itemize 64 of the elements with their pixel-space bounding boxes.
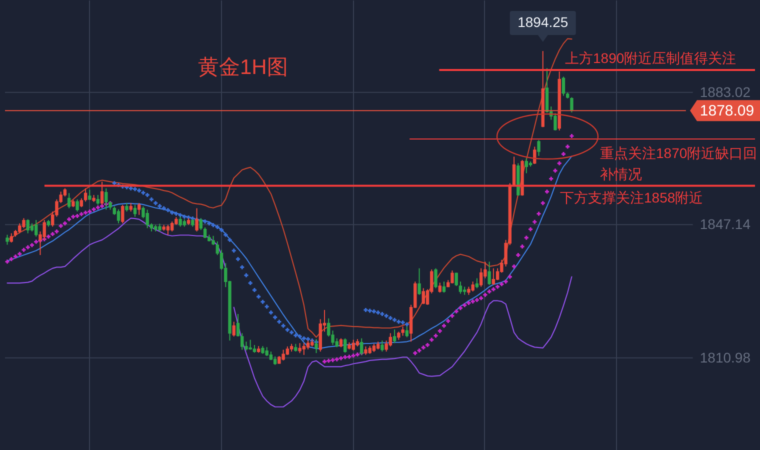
candlestick bbox=[282, 349, 285, 361]
candlestick bbox=[434, 268, 438, 289]
candlestick bbox=[344, 338, 347, 354]
candlestick bbox=[380, 340, 384, 352]
candlestick bbox=[236, 314, 240, 337]
candlestick bbox=[88, 189, 92, 200]
candlestick bbox=[384, 340, 388, 352]
candlestick bbox=[454, 272, 458, 286]
candlestick bbox=[203, 226, 207, 239]
candlestick bbox=[554, 112, 557, 131]
candlestick bbox=[67, 192, 71, 209]
candlestick bbox=[442, 281, 446, 294]
candlestick bbox=[471, 281, 474, 292]
candlestick bbox=[418, 268, 421, 296]
candlestick bbox=[232, 321, 236, 337]
candlestick bbox=[450, 270, 454, 284]
candlestick bbox=[405, 326, 409, 338]
candlestick bbox=[401, 326, 404, 336]
candlestick bbox=[562, 76, 566, 96]
candlestick bbox=[146, 209, 149, 229]
candlestick bbox=[10, 232, 13, 244]
candlestick bbox=[96, 194, 100, 206]
candlestick bbox=[121, 204, 124, 224]
candlestick bbox=[479, 268, 483, 288]
candlestick bbox=[512, 156, 516, 187]
annotation: 1894.25 bbox=[518, 14, 568, 30]
candlestick bbox=[22, 218, 26, 229]
candlestick bbox=[388, 332, 392, 347]
candlestick bbox=[492, 268, 496, 286]
candlestick bbox=[76, 198, 79, 212]
candlestick bbox=[475, 278, 479, 289]
candlestick bbox=[34, 220, 38, 238]
candlestick bbox=[422, 288, 425, 305]
candlestick bbox=[18, 222, 22, 234]
ref-line-label: 上方1890附近压制值得关注 bbox=[565, 50, 736, 66]
candlestick bbox=[352, 339, 355, 351]
candlestick bbox=[212, 235, 215, 246]
candlestick bbox=[166, 224, 170, 236]
candlestick bbox=[438, 282, 442, 294]
candlestick bbox=[138, 202, 141, 216]
candlestick bbox=[240, 332, 244, 350]
y-tick-label: 1847.14 bbox=[700, 216, 751, 232]
candlestick bbox=[545, 68, 549, 113]
y-tick-label: 1810.98 bbox=[700, 349, 751, 366]
text: 黄金1H图 bbox=[198, 56, 288, 79]
ref-line-label: 1878.09 bbox=[700, 102, 754, 120]
candlestick bbox=[298, 342, 302, 354]
candlestick bbox=[524, 158, 528, 174]
candlestick bbox=[302, 342, 306, 356]
candlestick bbox=[26, 218, 30, 234]
candlestick bbox=[170, 221, 174, 232]
ref-line-label: 下方支撑关注1858附近 bbox=[560, 190, 704, 206]
candlestick bbox=[458, 281, 462, 294]
candlestick bbox=[84, 188, 88, 202]
candlestick bbox=[570, 96, 574, 113]
y-tick-label: 1883.02 bbox=[700, 84, 751, 100]
candlestick bbox=[116, 208, 120, 224]
candlestick bbox=[488, 261, 491, 286]
candlestick bbox=[133, 204, 137, 218]
candlestick bbox=[248, 339, 252, 350]
ref-line-label: 重点关注1870附近缺口回补情况 bbox=[600, 144, 758, 182]
candlestick bbox=[392, 328, 396, 344]
candlestick bbox=[6, 234, 9, 246]
candlestick bbox=[537, 140, 540, 156]
